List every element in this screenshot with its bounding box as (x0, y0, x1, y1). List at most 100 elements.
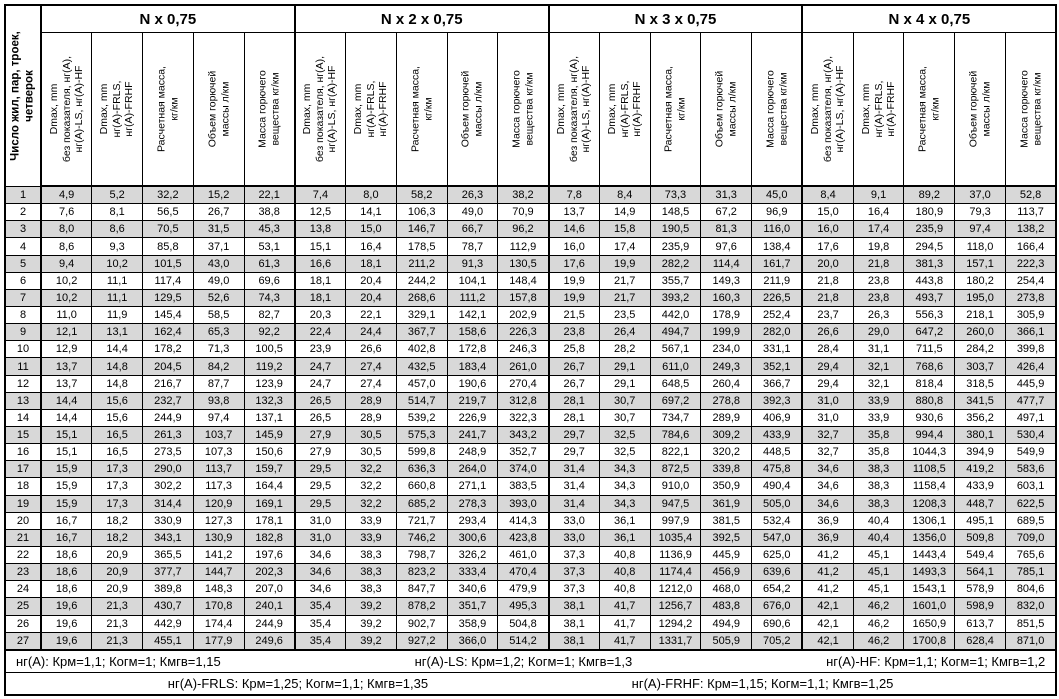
value-cell: 204,5 (142, 357, 194, 376)
value-cell: 426,4 (1004, 357, 1057, 376)
value-cell: 456,9 (700, 563, 753, 582)
value-cell: 39,2 (345, 614, 397, 633)
value-cell: 1294,2 (649, 614, 702, 633)
value-cell: 17,3 (91, 460, 143, 479)
value-cell: 504,8 (497, 614, 550, 633)
value-cell: 351,7 (446, 597, 499, 616)
row-number-cell: 25 (4, 597, 42, 616)
value-cell: 32,2 (345, 494, 397, 513)
value-cell: 27,4 (345, 374, 397, 393)
value-cell: 219,7 (446, 391, 499, 410)
value-cell: 97,4 (954, 220, 1006, 239)
value-cell: 271,1 (446, 477, 499, 496)
value-cell: 1136,9 (649, 545, 702, 565)
value-cell: 847,7 (395, 580, 448, 599)
value-cell: 172,8 (446, 340, 499, 359)
value-cell: 107,3 (192, 443, 245, 462)
value-cell: 19,9 (547, 288, 600, 308)
value-cell: 430,7 (142, 597, 194, 616)
value-cell: 17,4 (852, 220, 905, 239)
sub-header-cell: Объем горючей массы л/км (954, 32, 1006, 187)
value-cell: 78,7 (446, 237, 499, 256)
sub-header-cell: Dmax, mm без показателя, нг(А), нг(А)-LS… (40, 32, 93, 187)
value-cell: 129,5 (142, 288, 194, 308)
value-cell: 28,4 (801, 340, 854, 359)
row-number-cell: 2 (4, 203, 42, 222)
value-cell: 34,6 (293, 563, 347, 582)
value-cell: 13,1 (91, 323, 143, 342)
value-cell: 443,8 (903, 271, 956, 290)
value-cell: 689,5 (1004, 511, 1057, 530)
value-cell: 1306,1 (903, 511, 956, 530)
value-cell: 82,7 (243, 306, 296, 325)
value-cell: 137,1 (243, 408, 296, 428)
value-cell: 42,1 (801, 597, 854, 616)
value-cell: 211,2 (395, 254, 448, 273)
table-row: 25 19,6 21,3 430,7 170,8 240,1 35,4 39,2 878,2 35… (4, 597, 1057, 616)
value-cell: 878,2 (395, 597, 448, 616)
value-cell: 34,6 (801, 477, 854, 496)
value-cell: 261,3 (142, 425, 194, 445)
value-cell: 130,9 (192, 528, 245, 547)
value-cell: 30,5 (345, 443, 397, 462)
value-cell: 29,7 (547, 425, 600, 445)
row-number-cell: 22 (4, 545, 42, 565)
value-cell: 15,1 (40, 443, 93, 462)
value-cell: 394,9 (954, 443, 1006, 462)
value-cell: 18,2 (91, 528, 143, 547)
value-cell: 32,7 (801, 425, 854, 445)
sub-header-cell: Масса горючего вещества кг/км (751, 32, 803, 187)
value-cell: 366,1 (1004, 323, 1057, 342)
value-cell: 282,2 (649, 254, 702, 273)
sub-header-cell: Объем горючей массы л/км (700, 32, 753, 187)
value-cell: 169,1 (243, 494, 296, 513)
value-cell: 38,2 (497, 185, 550, 205)
value-cell: 252,4 (751, 306, 803, 325)
value-cell: 21,7 (598, 271, 651, 290)
value-cell: 11,1 (91, 271, 143, 290)
value-cell: 138,2 (1004, 220, 1057, 239)
value-cell: 1356,0 (903, 528, 956, 547)
value-cell: 36,9 (801, 528, 854, 547)
value-cell: 636,3 (395, 460, 448, 479)
value-cell: 244,9 (142, 408, 194, 428)
value-cell: 26,7 (192, 203, 245, 222)
value-cell: 765,6 (1004, 545, 1057, 565)
row-number-cell: 9 (4, 323, 42, 342)
value-cell: 497,1 (1004, 408, 1057, 428)
value-cell: 119,2 (243, 357, 296, 376)
value-cell: 113,7 (192, 460, 245, 479)
value-cell: 697,2 (649, 391, 702, 410)
table-row: 19 15,9 17,3 314,4 120,9 169,1 29,5 32,2 685,2 27… (4, 494, 1057, 513)
value-cell: 20,4 (345, 271, 397, 290)
value-cell: 381,5 (700, 511, 753, 530)
value-cell: 43,0 (192, 254, 245, 273)
value-cell: 174,4 (192, 614, 245, 633)
value-cell: 994,4 (903, 425, 956, 445)
value-cell: 29,1 (598, 374, 651, 393)
sub-header-label: Объем горючей массы л/км (967, 70, 993, 148)
value-cell: 302,2 (142, 477, 194, 496)
value-cell: 190,5 (649, 220, 702, 239)
value-cell: 270,4 (497, 374, 550, 393)
value-cell: 282,0 (751, 323, 803, 342)
value-cell: 575,3 (395, 425, 448, 445)
value-cell: 120,9 (192, 494, 245, 513)
value-cell: 32,5 (598, 425, 651, 445)
value-cell: 15,6 (91, 391, 143, 410)
value-cell: 355,7 (649, 271, 702, 290)
value-cell: 148,3 (192, 580, 245, 599)
value-cell: 85,8 (142, 237, 194, 256)
value-cell: 389,8 (142, 580, 194, 599)
value-cell: 377,7 (142, 563, 194, 582)
value-cell: 148,4 (497, 271, 550, 290)
value-cell: 14,8 (91, 374, 143, 393)
sub-header-cell: Объем горючей массы л/км (446, 32, 499, 187)
value-cell: 52,8 (1004, 185, 1057, 205)
value-cell: 613,7 (954, 614, 1006, 633)
value-cell: 20,0 (801, 254, 854, 273)
sub-header-label: Расчетная масса, кг/км (662, 66, 688, 152)
value-cell: 339,8 (700, 460, 753, 479)
value-cell: 17,3 (91, 494, 143, 513)
table-header: Число жил, пар, троек, четверок N х 0,75 N… (4, 4, 1057, 187)
